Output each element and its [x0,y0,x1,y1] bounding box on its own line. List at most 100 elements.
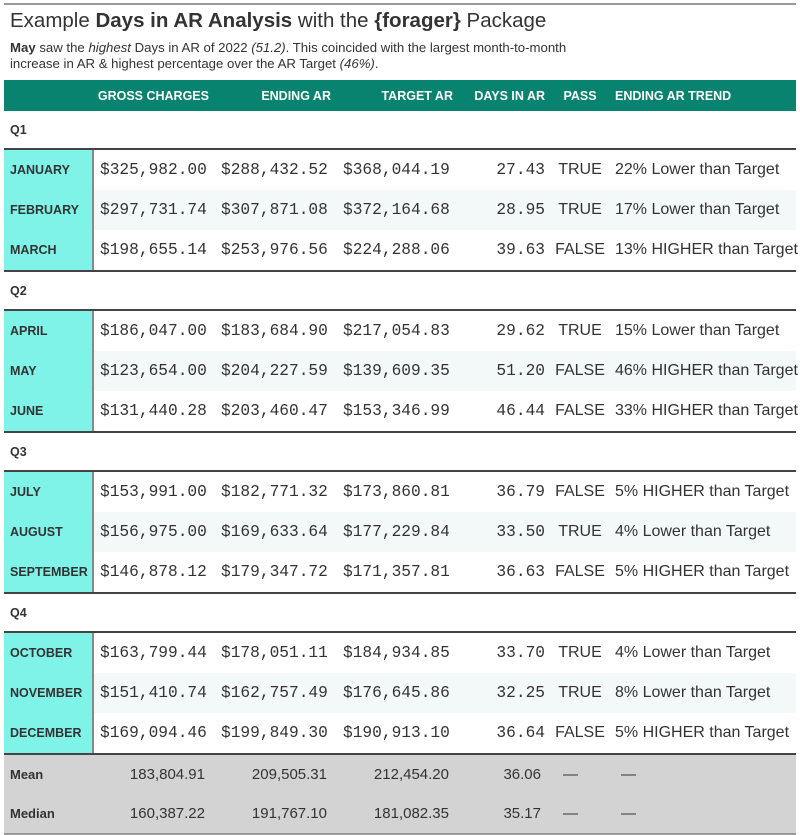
pass-cell: TRUE [558,644,602,661]
subtitle-italic-2: (51.2) [251,40,286,55]
days-in-ar-cell: 39.63 [459,230,551,272]
ending-ar-cell: $253,976.56 [215,230,337,272]
ending-ar-cell: $182,771.32 [221,483,328,501]
summary-label: Mean [4,753,93,794]
summary-target: 212,454.20 [337,753,459,794]
target-ar-cell: $139,609.35 [337,351,459,391]
target-ar-cell: $184,934.85 [343,644,450,662]
pass-cell: FALSE [551,552,609,594]
gross-charges-cell: $198,655.14 [93,230,215,272]
summary-pass: — [551,794,609,835]
trend-cell: 5% HIGHER than Target [609,713,796,755]
month-cell: JANUARY [4,149,94,190]
gross-charges-cell: $156,975.00 [93,512,215,552]
days-in-ar-cell: 28.95 [459,190,551,230]
target-ar-cell: $153,346.99 [337,391,459,433]
days-in-ar-cell: 36.64 [459,713,551,755]
header-month [4,80,93,111]
table-row: JULY $153,991.00 $182,771.32 $173,860.81 36.… [4,471,796,512]
table-row: MAY $123,654.00 $204,227.59 $139,609.35 51.2… [4,351,798,391]
pass-cell: FALSE [551,391,609,433]
trend-cell: 15% Lower than Target [615,322,780,339]
trend-cell: 46% HIGHER than Target [609,351,798,391]
header-gross-charges: GROSS CHARGES [93,80,215,111]
target-ar-cell: $224,288.06 [337,230,459,272]
month-cell: APRIL [4,310,94,351]
gross-charges-cell: $131,440.28 [93,391,215,433]
ending-ar-cell: $162,757.49 [215,673,337,713]
summary-days: 35.17 [459,794,551,835]
target-ar-cell: $217,054.83 [343,322,450,340]
gross-charges-cell: $146,878.12 [93,552,215,594]
subtitle-italic-1: highest [88,40,131,55]
summary-trend: — [609,753,796,794]
target-ar-cell: $372,164.68 [337,190,459,230]
page-title: Example Days in AR Analysis with the {fo… [10,9,546,33]
table-row: JUNE $131,440.28 $203,460.47 $153,346.99 46.… [4,391,798,433]
month-cell: JULY [4,471,94,512]
pass-cell: FALSE [555,483,605,500]
title-mid: with the [292,9,375,32]
target-ar-cell: $171,357.81 [337,552,459,594]
days-in-ar-cell: 36.63 [459,552,551,594]
group-label: Q2 [4,271,796,311]
subtitle-text-3: . This coincided with the largest month-… [10,40,567,71]
pass-cell: FALSE [551,713,609,755]
group-label: Q4 [4,593,796,633]
group-row: Q1 [4,111,796,150]
trend-cell: 13% HIGHER than Target [609,230,798,272]
subtitle-text-2: Days in AR of 2022 [130,40,252,55]
table-row: DECEMBER $169,094.46 $199,849.30 $190,913.1… [4,713,796,755]
trend-cell: 5% HIGHER than Target [609,552,796,594]
days-in-ar-cell: 32.25 [459,673,551,713]
subtitle-bold: May [10,40,36,55]
pass-cell: FALSE [551,230,609,272]
target-ar-cell: $368,044.19 [343,161,450,179]
subtitle-italic-3: (46%) [339,56,375,71]
month-cell: DECEMBER [4,713,94,755]
trend-cell: 33% HIGHER than Target [609,391,798,433]
days-in-ar-cell: 46.44 [459,391,551,433]
ending-ar-cell: $183,684.90 [221,322,328,340]
pass-cell: TRUE [558,322,602,339]
summary-row: Median 160,387.22 191,767.10 181,082.35 35.1… [4,794,796,835]
title-prefix: Example [10,9,96,32]
summary-pass: — [551,753,609,794]
group-row: Q4 [4,593,796,633]
ending-ar-cell: $169,633.64 [215,512,337,552]
group-row: Q3 [4,432,796,472]
trend-cell: 4% Lower than Target [615,644,771,661]
gross-charges-cell: $297,731.74 [93,190,215,230]
ending-ar-cell: $307,871.08 [215,190,337,230]
summary-ending: 209,505.31 [215,753,337,794]
summary-gross: 183,804.91 [93,753,215,794]
summary-row: Mean 183,804.91 209,505.31 212,454.20 36.06—… [4,753,796,794]
table-row: MARCH $198,655.14 $253,976.56 $224,288.06 39… [4,230,798,272]
summary-days: 36.06 [459,753,551,794]
title-suffix: Package [460,9,547,32]
trend-cell: 17% Lower than Target [609,190,796,230]
target-ar-cell: $173,860.81 [343,483,450,501]
table-row: FEBRUARY $297,731.74 $307,871.08 $372,164.6… [4,190,796,230]
table-row: OCTOBER $163,799.44 $178,051.11 $184,934.85… [4,632,796,673]
header-ending-ar-trend: ENDING AR TREND [609,80,796,111]
title-package: {forager} [374,9,461,32]
days-in-ar-cell: 27.43 [496,161,545,179]
group-label: Q3 [4,432,796,472]
subtitle-text-1: saw the [35,40,89,55]
trend-cell: 22% Lower than Target [615,161,780,178]
summary-target: 181,082.35 [337,794,459,835]
subtitle-text-4: . [374,56,379,71]
gross-charges-cell: $123,654.00 [93,351,215,391]
gross-charges-cell: $163,799.44 [100,644,207,662]
trend-cell: 5% HIGHER than Target [615,483,790,500]
group-row: Q2 [4,271,796,311]
ar-analysis-table: GROSS CHARGES ENDING AR TARGET AR DAYS I… [4,80,798,835]
gross-charges-cell: $169,094.46 [93,713,215,755]
target-ar-cell: $190,913.10 [337,713,459,755]
pass-cell: TRUE [551,512,609,552]
month-cell: SEPTEMBER [4,552,94,594]
group-label: Q1 [4,111,796,150]
gross-charges-cell: $325,982.00 [100,161,207,179]
header-row: GROSS CHARGES ENDING AR TARGET AR DAYS I… [4,80,796,111]
